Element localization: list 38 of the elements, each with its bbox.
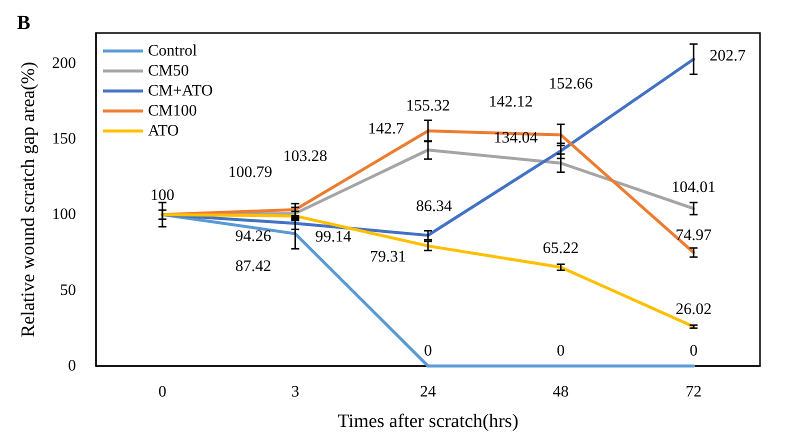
y-tick-label: 50 [60,282,76,299]
x-axis-title: Times after scratch(hrs) [338,411,518,432]
legend-label: CM100 [148,102,197,120]
legend-label: ATO [148,122,179,140]
data-label: 0 [556,342,565,360]
data-label: 155.32 [406,97,450,114]
data-label: 100.79 [228,164,272,181]
data-label: 65.22 [542,240,579,257]
legend-label: Control [148,42,198,60]
legend-label: CM50 [148,62,189,80]
x-tick-label: 24 [420,384,436,400]
data-label: 0 [424,342,432,360]
y-axis-title: Relative wound scratch gap area(%) [18,62,39,338]
data-label: 142.12 [488,93,533,110]
data-label: 99.14 [315,228,352,246]
data-label: 104.01 [672,179,716,196]
data-label: 74.97 [676,227,712,244]
data-label: 142.7 [368,120,404,138]
data-label: 202.7 [710,48,746,65]
y-tick-label: 150 [52,130,76,148]
y-tick-label: 100 [52,206,76,224]
x-tick-label: 0 [158,384,166,400]
y-tick-label: 0 [68,358,76,374]
data-label: 103.28 [283,148,328,166]
y-tick-label: 200 [52,54,76,72]
data-label: 79.31 [370,248,406,266]
data-label: 100 [150,187,174,204]
data-label: 152.66 [548,75,593,92]
legend-label: CM+ATO [148,82,213,100]
data-label: 87.42 [235,258,272,276]
chart-title: B [17,12,30,34]
x-tick-label: 72 [686,384,702,400]
x-tick-label: 48 [552,384,569,400]
x-tick-label: 3 [291,384,300,400]
data-label: 94.26 [235,228,272,245]
data-label: 26.02 [676,301,712,318]
data-label: 0 [690,342,698,360]
data-label: 86.34 [416,198,452,215]
